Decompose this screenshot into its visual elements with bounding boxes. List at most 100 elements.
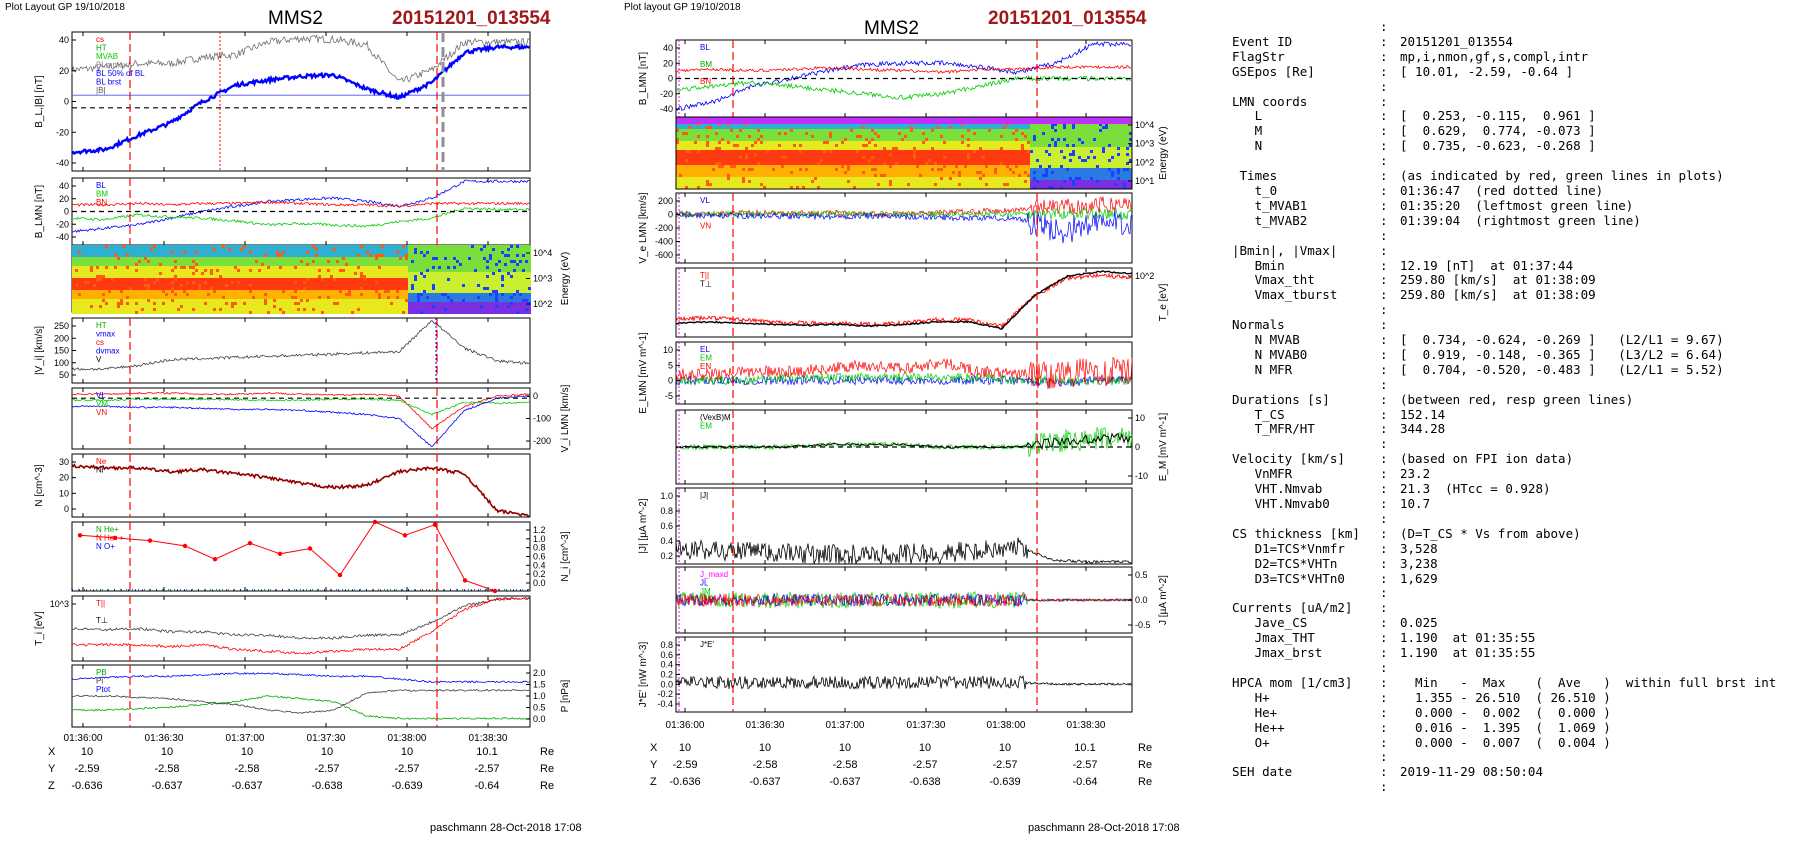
spectrogram-cell: [760, 147, 763, 150]
spectrogram-cell: [459, 254, 462, 257]
spectrogram-cell: [444, 308, 447, 311]
spectrogram-cell: [270, 284, 273, 287]
spectrogram-cell: [309, 311, 312, 314]
spectrogram-cell: [435, 257, 438, 260]
spectrogram-cell: [754, 135, 757, 138]
spectrogram-cell: [504, 305, 507, 308]
spectrogram-cell: [495, 305, 498, 308]
spectrogram-cell: [793, 132, 796, 135]
spectrogram-cell: [414, 260, 417, 263]
spectrogram-cell: [697, 123, 700, 126]
spectrogram-cell: [492, 245, 495, 248]
spectrogram-cell: [228, 311, 231, 314]
spectrogram-cell: [468, 272, 471, 275]
spectrogram-cell: [721, 183, 724, 186]
spectrogram-cell: [381, 272, 384, 275]
spectrogram-cell: [715, 147, 718, 150]
spectrogram-cell: [417, 254, 420, 257]
spectrogram-cell: [387, 257, 390, 260]
spectrogram-cell: [516, 311, 519, 314]
spectrogram-cell: [96, 278, 99, 281]
spectrogram-cell: [222, 248, 225, 251]
spectrogram-cell: [327, 251, 330, 254]
spectrogram-cell: [312, 284, 315, 287]
spectrogram-cell: [321, 302, 324, 305]
spectrogram-cell: [210, 278, 213, 281]
spectrogram-cell: [390, 254, 393, 257]
spectrogram-cell: [489, 257, 492, 260]
spectrogram-cell: [132, 266, 135, 269]
spectrogram-cell: [739, 132, 742, 135]
spectrogram-cell: [510, 254, 513, 257]
spectrogram-cell: [745, 186, 748, 189]
spectrogram-cell: [393, 308, 396, 311]
spectrogram-cell: [360, 302, 363, 305]
spectrogram-cell: [249, 284, 252, 287]
spectrogram-cell: [486, 278, 489, 281]
spectrogram-cell: [90, 305, 93, 308]
spectrogram-cell: [138, 281, 141, 284]
spectrogram-cell: [784, 177, 787, 180]
spectrogram-cell: [177, 248, 180, 251]
spectrogram-cell: [408, 281, 411, 284]
spectrogram-cell: [177, 296, 180, 299]
spectrogram-cell: [754, 174, 757, 177]
spectrogram-cell: [682, 141, 685, 144]
spectrogram-cell: [468, 308, 471, 311]
spectrogram-cell: [156, 311, 159, 314]
spectrogram-cell: [93, 293, 96, 296]
spectrogram-cell: [453, 302, 456, 305]
spectrogram-cell: [459, 281, 462, 284]
spectrogram-cell: [159, 272, 162, 275]
spectrogram-cell: [447, 302, 450, 305]
spectrogram-cell: [366, 272, 369, 275]
spectrogram-cell: [414, 293, 417, 296]
spectrogram-cell: [201, 293, 204, 296]
spectrogram-cell: [315, 248, 318, 251]
spectrogram-cell: [435, 275, 438, 278]
spectrogram-cell: [763, 126, 766, 129]
spectrogram-cell: [393, 263, 396, 266]
spectrogram-cell: [153, 281, 156, 284]
spectrogram-cell: [237, 275, 240, 278]
spectrogram-cell: [423, 275, 426, 278]
spectrogram-cell: [501, 245, 504, 248]
spectrogram-cell: [351, 290, 354, 293]
y-tick-label: 250: [54, 321, 69, 331]
spectrogram-cell: [748, 138, 751, 141]
spectrogram-cell: [171, 302, 174, 305]
spectrogram-cell: [414, 308, 417, 311]
spectrogram-cell: [408, 278, 411, 281]
spectrogram-cell: [315, 293, 318, 296]
spectrogram-cell: [420, 251, 423, 254]
spectrogram-cell: [138, 311, 141, 314]
spectrogram-cell: [240, 293, 243, 296]
y-tick-label: 20: [663, 58, 673, 68]
spectrogram-cell: [724, 171, 727, 174]
spectrogram-cell: [688, 129, 691, 132]
spectrogram-cell: [739, 177, 742, 180]
spectrogram-cell: [697, 144, 700, 147]
spectrogram-cell: [787, 165, 790, 168]
spectrogram-cell: [468, 281, 471, 284]
spectrogram-cell: [183, 287, 186, 290]
spectrogram-cell: [252, 305, 255, 308]
spectrogram-cell: [378, 248, 381, 251]
spectrogram-cell: [354, 272, 357, 275]
spectrogram-cell: [129, 260, 132, 263]
spectrogram-cell: [724, 147, 727, 150]
spectrogram-cell: [790, 132, 793, 135]
spectrogram-cell: [219, 278, 222, 281]
spectrogram-cell: [255, 260, 258, 263]
y-tick-label: -40: [56, 158, 69, 168]
spectrogram-cell: [120, 284, 123, 287]
spectrogram-cell: [405, 296, 408, 299]
spectrogram-cell: [288, 272, 291, 275]
spectrogram-cell: [318, 266, 321, 269]
spectrogram-cell: [730, 141, 733, 144]
spectrogram-cell: [495, 251, 498, 254]
spectrogram-cell: [219, 272, 222, 275]
spectrogram-cell: [135, 248, 138, 251]
spectrogram-cell: [718, 126, 721, 129]
spectrogram-cell: [495, 296, 498, 299]
